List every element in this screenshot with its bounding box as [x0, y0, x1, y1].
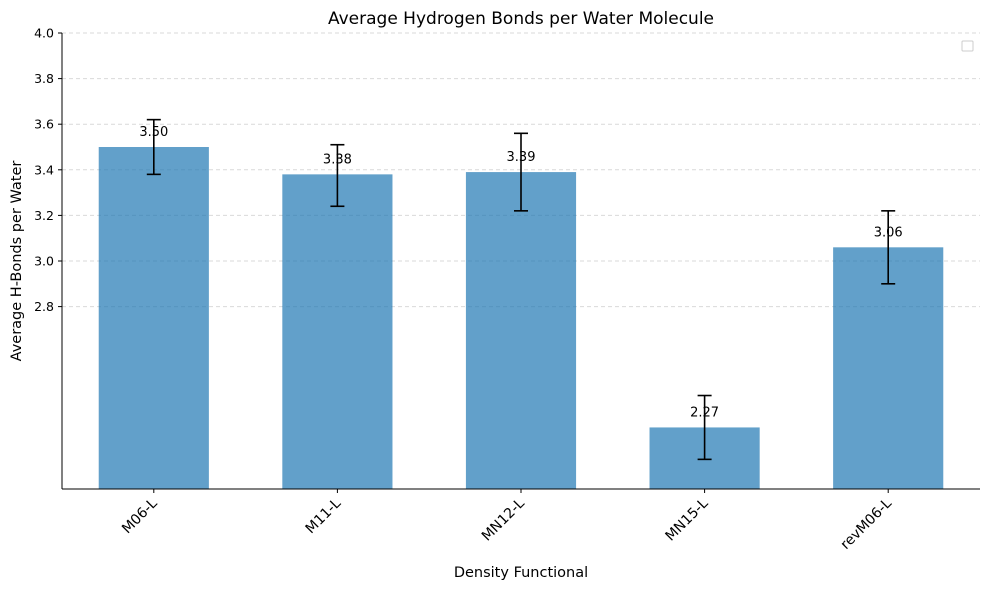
- x-axis-label: Density Functional: [454, 565, 588, 581]
- x-tick-label: M06-L: [119, 495, 161, 537]
- y-tick-label: 2.8: [34, 299, 54, 314]
- chart-title: Average Hydrogen Bonds per Water Molecul…: [328, 9, 714, 29]
- data-label: 3.38: [323, 152, 352, 167]
- data-label: 3.50: [139, 125, 168, 140]
- x-tick-label: M11-L: [303, 495, 345, 537]
- y-tick-label: 3.8: [34, 71, 54, 86]
- y-tick-label: 3.2: [34, 208, 54, 223]
- data-label: 2.27: [690, 405, 719, 420]
- bars: [98, 147, 944, 490]
- y-axis-ticks: 2.8 3.0 3.2 3.4 3.6 3.8 4.0: [34, 26, 62, 314]
- data-labels: 3.50 3.38 3.39 2.27 3.06: [139, 125, 902, 420]
- x-tick-label: MN12-L: [479, 495, 528, 544]
- legend-box: [961, 40, 974, 52]
- x-tick-label: revM06-L: [838, 495, 895, 552]
- y-axis-label: Average H-Bonds per Water: [9, 161, 25, 362]
- y-tick-label: 3.6: [34, 117, 54, 132]
- x-axis-ticks: M06-L M11-L MN12-L MN15-L revM06-L: [119, 489, 895, 553]
- bar: [833, 247, 944, 489]
- data-label: 3.39: [507, 150, 536, 165]
- y-tick-label: 4.0: [34, 26, 54, 41]
- y-tick-label: 3.0: [34, 254, 54, 269]
- bar: [465, 172, 577, 489]
- y-tick-label: 3.4: [34, 162, 54, 177]
- error-bars: [146, 118, 896, 461]
- data-label: 3.06: [874, 225, 903, 240]
- bar: [98, 147, 209, 489]
- bar: [282, 174, 393, 490]
- x-tick-label: MN15-L: [662, 495, 711, 544]
